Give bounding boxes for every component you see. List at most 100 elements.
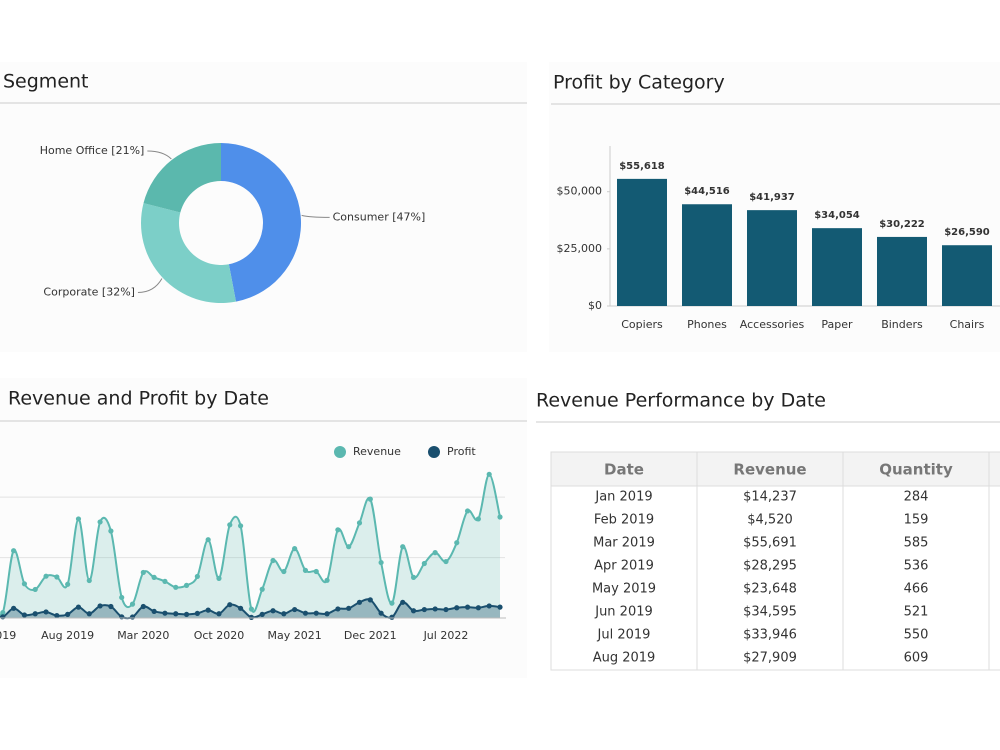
point [378,559,384,566]
pie-slice [141,203,236,303]
y-tick-label: $50,000 [557,185,603,198]
legend-swatch [428,446,440,458]
legend-label: Profit [447,445,476,458]
table-cell: Jun 2019 [594,605,653,620]
point [454,540,460,546]
x-tick-label: May 2021 [268,629,322,642]
point [248,614,255,620]
point [454,605,460,611]
point [464,604,471,610]
point [227,522,233,528]
point [400,599,406,605]
point [32,611,38,617]
table-cell: $33,946 [743,628,797,643]
point [194,573,200,580]
point [313,568,319,575]
bar [617,178,667,306]
point [486,471,492,477]
point [378,610,384,616]
table-header-bg [551,452,1000,486]
point [410,608,417,614]
point [259,586,265,592]
x-tick-label: Paper [821,318,853,331]
area [0,599,500,619]
point [389,600,395,606]
point [0,609,6,616]
point [129,614,136,620]
point [367,597,373,603]
table-cell: 550 [904,628,929,643]
point [97,519,103,525]
column-header: Quantity [879,461,953,479]
table-cell: Feb 2019 [594,513,654,528]
point [140,603,146,610]
point [194,610,200,617]
point [129,601,136,607]
point [432,606,438,612]
table-cell: $55,691 [743,536,797,551]
x-tick-label: Oct 2020 [194,629,245,642]
table-cell: May 2019 [592,582,656,597]
point [54,612,60,619]
point [248,606,255,612]
point [335,527,341,533]
panel [549,62,1000,352]
value-label: $26,590 [944,227,990,238]
point [421,606,427,613]
bar [747,210,797,306]
point [270,608,276,614]
x-tick-label: Chairs [950,318,985,331]
point [119,594,125,601]
point [324,577,330,583]
point [119,614,125,620]
table-cell: 284 [904,490,929,505]
point [216,611,222,617]
bar [877,236,927,306]
table-cell: Jan 2019 [594,490,652,505]
point [227,602,233,608]
table-cell: 536 [904,559,929,574]
point [183,582,190,588]
value-label: $44,516 [684,186,730,197]
table-cell: 521 [904,605,929,620]
x-tick-label: Aug 2019 [41,629,94,642]
point [237,605,244,611]
point [281,568,287,575]
point [65,611,71,617]
value-label: $55,618 [619,161,665,172]
point [173,584,179,590]
point [410,574,417,581]
x-tick-label: Mar 2020 [117,629,169,642]
panel-title: Profit by Category [553,72,725,94]
table-cell: 159 [904,513,929,528]
point [346,544,352,550]
slice-label: Consumer [47%] [333,210,426,223]
point [302,567,309,573]
point [32,586,38,593]
point [183,611,190,617]
table-cell: Jul 2019 [597,628,651,643]
point [173,611,179,617]
slice-label: Corporate [32%] [43,285,135,298]
column-header: Revenue [733,461,806,479]
point [43,573,49,579]
point [151,608,157,614]
point [151,574,157,581]
point [292,606,298,613]
column-header: Date [604,461,644,479]
point [0,614,6,620]
point [497,514,503,520]
point [162,578,168,584]
x-tick-label: Accessories [740,318,805,331]
panel [0,378,527,678]
point [335,606,341,612]
panel-title: Revenue Performance by Date [536,390,826,412]
point [21,581,28,587]
point [400,544,406,550]
area [0,474,500,618]
x-tick-label: Dec 2021 [344,629,397,642]
point [367,496,373,502]
point [65,581,71,587]
table-cell: 466 [904,582,929,597]
